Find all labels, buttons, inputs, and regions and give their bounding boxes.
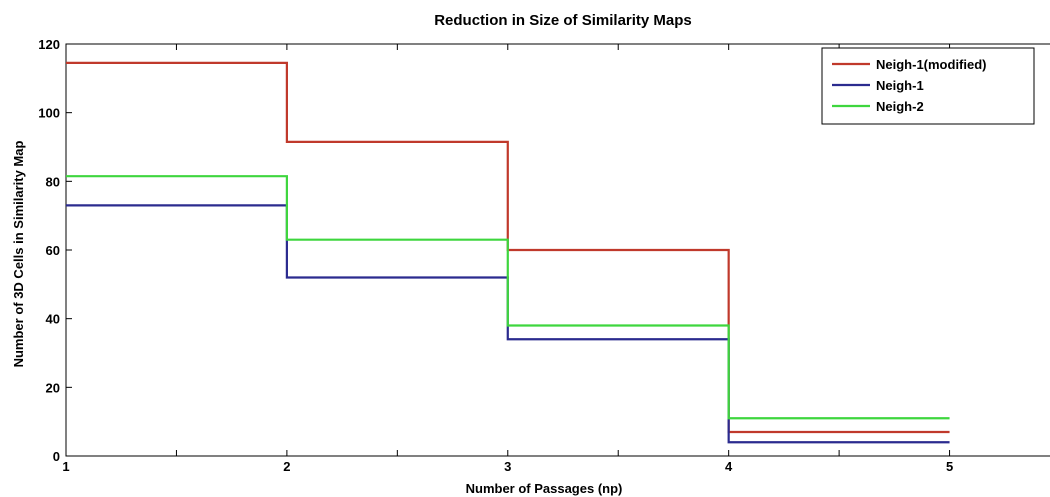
chart-title: Reduction in Size of Similarity Maps [434,12,692,29]
x-tick-label: 3 [504,459,511,474]
series-lines [66,61,950,444]
x-tick-label: 4 [725,459,733,474]
y-tick-label: 20 [46,380,60,395]
x-tick-label: 2 [283,459,290,474]
legend-label: Neigh-1(modified) [876,57,987,72]
y-tick-labels: 0 20 40 60 80 100 120 [38,37,60,464]
legend: Neigh-1(modified) Neigh-1 Neigh-2 [821,47,1035,125]
x-tick-labels: 1 2 3 4 5 [62,459,953,474]
y-tick-label: 0 [53,449,60,464]
legend-label: Neigh-2 [876,99,924,114]
axis-ticks [65,43,951,457]
y-tick-label: 100 [38,106,60,121]
y-tick-label: 80 [46,174,60,189]
x-tick-label: 1 [62,459,69,474]
x-axis-label: Number of Passages (np) [466,481,623,496]
series-line-3 [66,175,950,420]
y-axis-label: Number of 3D Cells in Similarity Map [11,141,26,368]
x-tick-label: 5 [946,459,953,474]
y-tick-label: 40 [46,312,60,327]
y-tick-label: 120 [38,37,60,52]
y-tick-label: 60 [46,243,60,258]
legend-label: Neigh-1 [876,78,924,93]
